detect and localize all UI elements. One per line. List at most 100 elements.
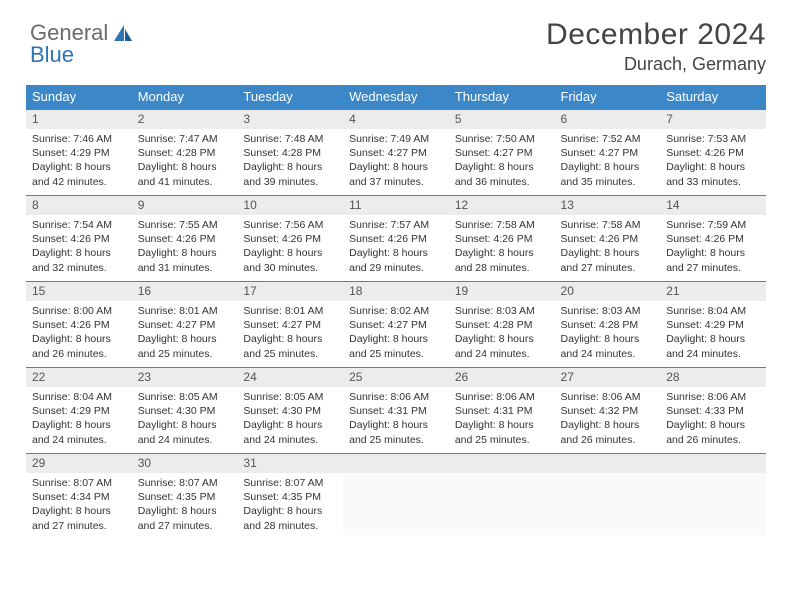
logo-word-1: General: [30, 22, 108, 44]
calendar-week-row: 15Sunrise: 8:00 AMSunset: 4:26 PMDayligh…: [26, 282, 766, 368]
calendar-cell: 31Sunrise: 8:07 AMSunset: 4:35 PMDayligh…: [237, 454, 343, 540]
sunrise-text: Sunrise: 8:02 AM: [349, 304, 443, 318]
calendar-cell: 22Sunrise: 8:04 AMSunset: 4:29 PMDayligh…: [26, 368, 132, 454]
day-header-row: Sunday Monday Tuesday Wednesday Thursday…: [26, 85, 766, 110]
logo-sail-icon: [112, 23, 134, 43]
day-number: 3: [237, 110, 343, 129]
page-header: December 2024 Durach, Germany: [26, 18, 766, 75]
col-wednesday: Wednesday: [343, 85, 449, 110]
daylight-text: Daylight: 8 hours and 24 minutes.: [32, 418, 126, 446]
day-body: Sunrise: 8:00 AMSunset: 4:26 PMDaylight:…: [26, 301, 132, 365]
sunrise-text: Sunrise: 8:01 AM: [243, 304, 337, 318]
sunrise-text: Sunrise: 7:56 AM: [243, 218, 337, 232]
day-number: 23: [132, 368, 238, 387]
sunrise-text: Sunrise: 7:46 AM: [32, 132, 126, 146]
day-body: Sunrise: 7:54 AMSunset: 4:26 PMDaylight:…: [26, 215, 132, 279]
calendar-cell: 8Sunrise: 7:54 AMSunset: 4:26 PMDaylight…: [26, 196, 132, 282]
daylight-text: Daylight: 8 hours and 35 minutes.: [561, 160, 655, 188]
calendar-cell: 4Sunrise: 7:49 AMSunset: 4:27 PMDaylight…: [343, 110, 449, 196]
day-number: 10: [237, 196, 343, 215]
sunset-text: Sunset: 4:35 PM: [138, 490, 232, 504]
day-number-empty: [449, 454, 555, 473]
day-body: Sunrise: 8:05 AMSunset: 4:30 PMDaylight:…: [237, 387, 343, 451]
day-number: 17: [237, 282, 343, 301]
col-sunday: Sunday: [26, 85, 132, 110]
day-number: 20: [555, 282, 661, 301]
sunset-text: Sunset: 4:27 PM: [455, 146, 549, 160]
day-body: Sunrise: 8:04 AMSunset: 4:29 PMDaylight:…: [26, 387, 132, 451]
calendar-cell: 14Sunrise: 7:59 AMSunset: 4:26 PMDayligh…: [660, 196, 766, 282]
calendar-cell: 20Sunrise: 8:03 AMSunset: 4:28 PMDayligh…: [555, 282, 661, 368]
calendar-cell: 29Sunrise: 8:07 AMSunset: 4:34 PMDayligh…: [26, 454, 132, 540]
daylight-text: Daylight: 8 hours and 31 minutes.: [138, 246, 232, 274]
sunrise-text: Sunrise: 8:07 AM: [32, 476, 126, 490]
daylight-text: Daylight: 8 hours and 26 minutes.: [666, 418, 760, 446]
day-body-empty: [343, 473, 449, 535]
sunrise-text: Sunrise: 8:00 AM: [32, 304, 126, 318]
col-saturday: Saturday: [660, 85, 766, 110]
sunset-text: Sunset: 4:26 PM: [666, 146, 760, 160]
calendar-cell: 12Sunrise: 7:58 AMSunset: 4:26 PMDayligh…: [449, 196, 555, 282]
calendar-cell: 17Sunrise: 8:01 AMSunset: 4:27 PMDayligh…: [237, 282, 343, 368]
daylight-text: Daylight: 8 hours and 33 minutes.: [666, 160, 760, 188]
sunset-text: Sunset: 4:26 PM: [561, 232, 655, 246]
calendar-cell: 27Sunrise: 8:06 AMSunset: 4:32 PMDayligh…: [555, 368, 661, 454]
day-number: 28: [660, 368, 766, 387]
day-number: 6: [555, 110, 661, 129]
sunset-text: Sunset: 4:32 PM: [561, 404, 655, 418]
sunrise-text: Sunrise: 8:06 AM: [455, 390, 549, 404]
calendar-week-row: 1Sunrise: 7:46 AMSunset: 4:29 PMDaylight…: [26, 110, 766, 196]
day-number: 5: [449, 110, 555, 129]
calendar-cell: 9Sunrise: 7:55 AMSunset: 4:26 PMDaylight…: [132, 196, 238, 282]
sunrise-text: Sunrise: 7:59 AM: [666, 218, 760, 232]
daylight-text: Daylight: 8 hours and 24 minutes.: [561, 332, 655, 360]
calendar-cell: 18Sunrise: 8:02 AMSunset: 4:27 PMDayligh…: [343, 282, 449, 368]
sunset-text: Sunset: 4:26 PM: [32, 232, 126, 246]
calendar-cell: 26Sunrise: 8:06 AMSunset: 4:31 PMDayligh…: [449, 368, 555, 454]
day-body: Sunrise: 8:01 AMSunset: 4:27 PMDaylight:…: [132, 301, 238, 365]
day-number: 24: [237, 368, 343, 387]
day-body-empty: [449, 473, 555, 535]
calendar-week-row: 8Sunrise: 7:54 AMSunset: 4:26 PMDaylight…: [26, 196, 766, 282]
day-body: Sunrise: 7:53 AMSunset: 4:26 PMDaylight:…: [660, 129, 766, 193]
day-number: 14: [660, 196, 766, 215]
sunrise-text: Sunrise: 8:05 AM: [138, 390, 232, 404]
sunset-text: Sunset: 4:27 PM: [243, 318, 337, 332]
day-body: Sunrise: 7:58 AMSunset: 4:26 PMDaylight:…: [555, 215, 661, 279]
sunrise-text: Sunrise: 8:06 AM: [561, 390, 655, 404]
day-number: 13: [555, 196, 661, 215]
day-number: 12: [449, 196, 555, 215]
sunset-text: Sunset: 4:26 PM: [666, 232, 760, 246]
sunset-text: Sunset: 4:27 PM: [349, 146, 443, 160]
sunset-text: Sunset: 4:29 PM: [666, 318, 760, 332]
day-number: 22: [26, 368, 132, 387]
sunset-text: Sunset: 4:35 PM: [243, 490, 337, 504]
sunset-text: Sunset: 4:33 PM: [666, 404, 760, 418]
day-number: 9: [132, 196, 238, 215]
day-number: 31: [237, 454, 343, 473]
calendar-week-row: 22Sunrise: 8:04 AMSunset: 4:29 PMDayligh…: [26, 368, 766, 454]
day-body: Sunrise: 7:58 AMSunset: 4:26 PMDaylight:…: [449, 215, 555, 279]
day-body: Sunrise: 7:46 AMSunset: 4:29 PMDaylight:…: [26, 129, 132, 193]
daylight-text: Daylight: 8 hours and 25 minutes.: [455, 418, 549, 446]
day-number: 25: [343, 368, 449, 387]
day-number-empty: [343, 454, 449, 473]
daylight-text: Daylight: 8 hours and 24 minutes.: [243, 418, 337, 446]
sunset-text: Sunset: 4:28 PM: [243, 146, 337, 160]
day-body: Sunrise: 8:02 AMSunset: 4:27 PMDaylight:…: [343, 301, 449, 365]
sunrise-text: Sunrise: 7:55 AM: [138, 218, 232, 232]
day-number: 19: [449, 282, 555, 301]
sunset-text: Sunset: 4:27 PM: [138, 318, 232, 332]
daylight-text: Daylight: 8 hours and 41 minutes.: [138, 160, 232, 188]
sunrise-text: Sunrise: 7:49 AM: [349, 132, 443, 146]
col-friday: Friday: [555, 85, 661, 110]
calendar-cell: 7Sunrise: 7:53 AMSunset: 4:26 PMDaylight…: [660, 110, 766, 196]
sunset-text: Sunset: 4:30 PM: [243, 404, 337, 418]
daylight-text: Daylight: 8 hours and 27 minutes.: [561, 246, 655, 274]
daylight-text: Daylight: 8 hours and 26 minutes.: [32, 332, 126, 360]
calendar-week-row: 29Sunrise: 8:07 AMSunset: 4:34 PMDayligh…: [26, 454, 766, 540]
sunrise-text: Sunrise: 7:57 AM: [349, 218, 443, 232]
calendar-cell: 6Sunrise: 7:52 AMSunset: 4:27 PMDaylight…: [555, 110, 661, 196]
daylight-text: Daylight: 8 hours and 29 minutes.: [349, 246, 443, 274]
daylight-text: Daylight: 8 hours and 25 minutes.: [349, 332, 443, 360]
